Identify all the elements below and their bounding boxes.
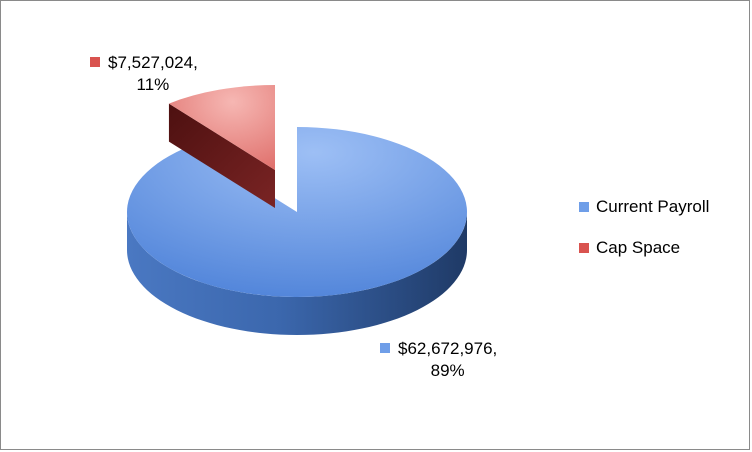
data-label-swatch-current-payroll [380,343,390,353]
legend-item-cap-space: Cap Space [579,237,744,259]
data-label-current-payroll-value: $62,672,976, [398,339,498,358]
data-label-current-payroll-percent: 89% [430,361,465,380]
legend-label-cap-space: Cap Space [596,238,681,257]
data-label-cap-space-value: $7,527,024, [108,53,198,72]
legend-swatch-current-payroll [579,202,589,212]
legend-label-current-payroll: Current Payroll [596,197,710,216]
data-label-current-payroll: $62,672,976, 89% [380,338,497,382]
slice-current-payroll [127,127,468,297]
legend-swatch-cap-space [579,243,589,253]
slice-side-current-payroll [127,212,467,335]
data-label-cap-space: $7,527,024, 11% [90,52,198,96]
slice-cap-space [168,85,275,170]
legend: Current Payroll Cap Space [579,196,744,278]
slice-side-cap-space [168,103,275,208]
legend-item-current-payroll: Current Payroll [579,196,744,218]
data-label-cap-space-percent: 11% [136,75,170,94]
data-label-swatch-cap-space [90,57,100,67]
